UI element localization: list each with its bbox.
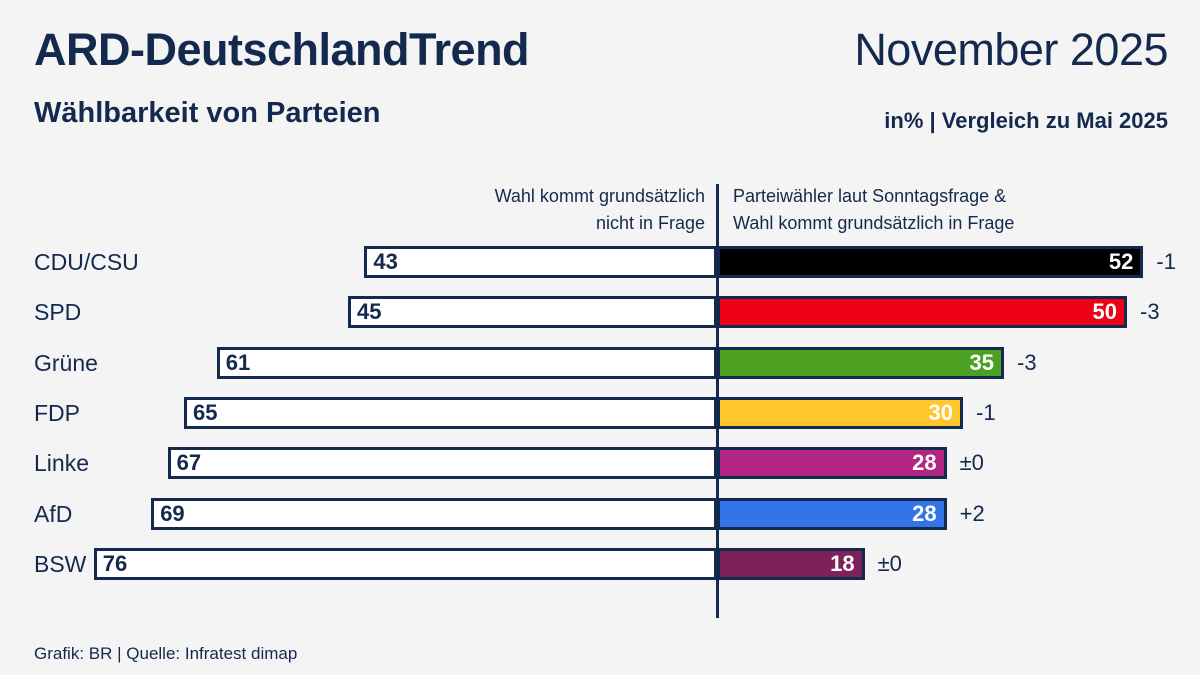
bar-not-in-frage: 43	[364, 246, 717, 278]
bar-value: 30	[928, 400, 953, 425]
bar-value: 28	[912, 501, 937, 526]
change-label: -3	[1140, 299, 1160, 324]
right-column-header: Parteiwähler laut Sonntagsfrage & Wahl k…	[733, 183, 1014, 237]
left-column-header: Wahl kommt grundsätzlich nicht in Frage	[495, 183, 705, 237]
change-label: ±0	[877, 551, 902, 576]
party-label: FDP	[34, 399, 80, 426]
period-label: November 2025	[854, 24, 1168, 75]
left-column-header-line1: Wahl kommt grundsätzlich	[494, 186, 705, 206]
change-label: +2	[959, 501, 985, 526]
bar-in-frage: 50	[717, 296, 1127, 328]
party-label: SPD	[34, 298, 82, 325]
party-label: CDU/CSU	[34, 248, 139, 275]
right-column-header-line1: Parteiwähler laut Sonntagsfrage &	[733, 186, 1007, 206]
bar-in-frage: 30	[717, 397, 963, 429]
bar-value: 76	[102, 551, 128, 576]
bar-value: 67	[176, 450, 202, 475]
bar-value: 18	[830, 551, 855, 576]
bar-value: 69	[160, 501, 185, 526]
bar-in-frage: 35	[717, 347, 1004, 379]
bar-not-in-frage: 76	[93, 548, 717, 580]
bar-value: 65	[193, 400, 218, 425]
party-label: AfD	[34, 500, 73, 527]
bar-value: 35	[969, 350, 994, 375]
bar-in-frage: 28	[717, 498, 947, 530]
change-label: -1	[1156, 249, 1176, 274]
unit-note: in% | Vergleich zu Mai 2025	[884, 108, 1168, 133]
bar-value: 28	[912, 450, 937, 475]
credit-footer: Grafik: BR | Quelle: Infratest dimap	[34, 644, 298, 663]
bar-not-in-frage: 69	[151, 498, 717, 530]
bar-value: 45	[357, 299, 382, 324]
change-label: -3	[1017, 350, 1037, 375]
party-label: Grüne	[34, 349, 98, 376]
bar-in-frage: 28	[717, 447, 947, 479]
left-column-header-line2: nicht in Frage	[595, 213, 705, 233]
bar-in-frage: 52	[717, 246, 1144, 278]
bar-value: 61	[225, 350, 251, 375]
bar-not-in-frage: 65	[184, 397, 717, 429]
bar-value: 43	[373, 249, 398, 274]
page-title: ARD-DeutschlandTrend	[34, 24, 530, 75]
party-label: Linke	[34, 449, 89, 476]
right-column-header-line2: Wahl kommt grundsätzlich in Frage	[733, 213, 1015, 233]
bar-in-frage: 18	[717, 548, 865, 580]
chart-subtitle: Wählbarkeit von Parteien	[34, 97, 381, 129]
bar-value: 52	[1108, 249, 1134, 274]
party-label: BSW	[34, 550, 87, 577]
bar-not-in-frage: 45	[348, 296, 717, 328]
change-label: ±0	[959, 450, 984, 475]
bar-not-in-frage: 67	[167, 447, 717, 479]
change-label: -1	[976, 400, 996, 425]
bar-not-in-frage: 61	[216, 347, 717, 379]
bar-value: 50	[1092, 299, 1117, 324]
